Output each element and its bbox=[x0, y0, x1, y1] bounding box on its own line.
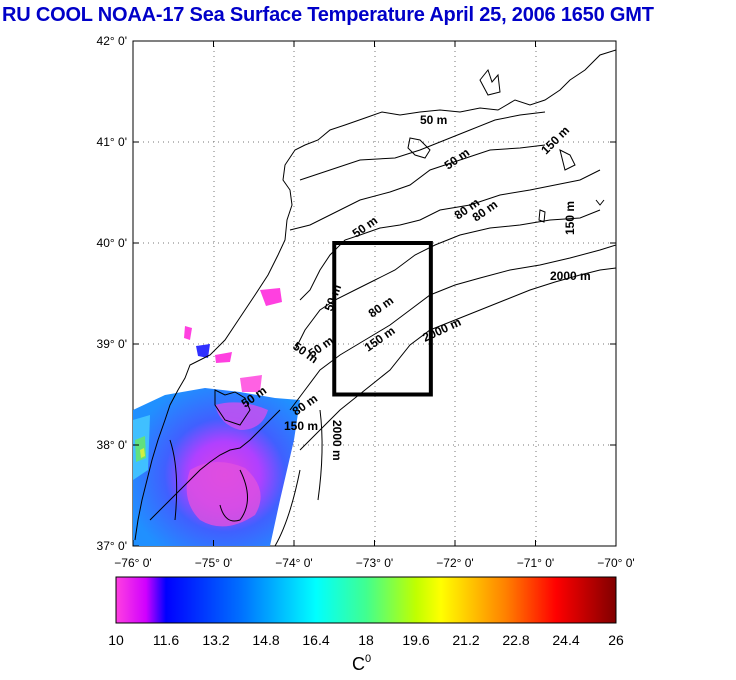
map-title: RU COOL NOAA-17 Sea Surface Temperature … bbox=[2, 4, 654, 26]
contour-label: 150 m bbox=[284, 419, 318, 433]
lat-tick-label: 41° 0' bbox=[97, 135, 127, 149]
colorbar-ticks: 10 11.6 13.2 14.8 16.4 18 19.6 21.2 22.8 24.4 26 bbox=[108, 632, 624, 648]
colorbar-tick-label: 19.6 bbox=[402, 632, 429, 648]
lat-tick-label: 37° 0' bbox=[97, 539, 127, 553]
contour-label: 2000 m bbox=[550, 269, 591, 283]
colorbar-tick-label: 10 bbox=[108, 632, 124, 648]
sst-swath bbox=[133, 288, 300, 546]
lon-tick-label: −70° 0' bbox=[597, 556, 634, 570]
lat-tick-label: 40° 0' bbox=[97, 236, 127, 250]
colorbar bbox=[115, 576, 617, 624]
coastline-and-bathymetry bbox=[134, 49, 616, 546]
lon-tick-label: −71° 0' bbox=[517, 556, 554, 570]
latitude-axis: 37° 0' 38° 0' 39° 0' 40° 0' 41° 0' 42° 0' bbox=[97, 34, 616, 553]
contour-label: 150 m bbox=[563, 201, 577, 235]
lat-tick-label: 39° 0' bbox=[97, 337, 127, 351]
contour-label: 50 m bbox=[420, 113, 447, 127]
unit-superscript: 0 bbox=[365, 653, 371, 665]
contour-label: 2000 m bbox=[330, 420, 344, 461]
lon-tick-label: −76° 0' bbox=[114, 556, 151, 570]
colorbar-unit-label: C0 bbox=[352, 653, 371, 674]
colorbar-tick-label: 13.2 bbox=[202, 632, 229, 648]
study-area-box bbox=[332, 241, 433, 397]
colorbar-tick-label: 21.2 bbox=[452, 632, 479, 648]
colorbar-tick-label: 11.6 bbox=[153, 632, 179, 648]
colorbar-tick-label: 18 bbox=[358, 632, 374, 648]
lat-tick-label: 38° 0' bbox=[97, 438, 127, 452]
lon-tick-label: −72° 0' bbox=[436, 556, 473, 570]
lat-tick-label: 42° 0' bbox=[97, 34, 127, 48]
colorbar-tick-label: 14.8 bbox=[252, 632, 279, 648]
lon-tick-label: −75° 0' bbox=[195, 556, 232, 570]
colorbar-tick-label: 26 bbox=[608, 632, 624, 648]
colorbar-tick-label: 24.4 bbox=[552, 632, 579, 648]
longitude-axis: −76° 0' −75° 0' −74° 0' −73° 0' −72° 0' −71° … bbox=[114, 41, 635, 570]
lon-tick-label: −74° 0' bbox=[275, 556, 312, 570]
colorbar-tick-label: 22.8 bbox=[502, 632, 529, 648]
unit-letter: C bbox=[352, 654, 365, 674]
colorbar-tick-label: 16.4 bbox=[302, 632, 329, 648]
lon-tick-label: −73° 0' bbox=[356, 556, 393, 570]
